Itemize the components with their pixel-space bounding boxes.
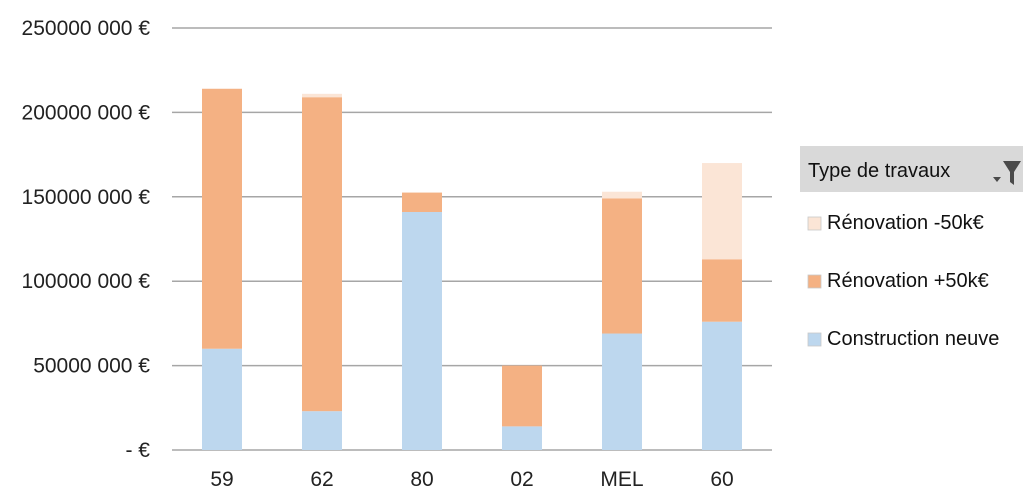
- legend-header-background: [800, 146, 1023, 192]
- bar-segment-series-1-60: [702, 259, 742, 322]
- x-tick-label: MEL: [600, 468, 643, 491]
- bar-segment-series-0-59: [202, 348, 242, 450]
- y-axis-ticks: - € 50000 000 € 100000 000 € 150000 000 € 20…: [22, 17, 151, 462]
- legend-item-label[interactable]: Rénovation -50k€: [827, 212, 984, 234]
- legend-swatch: [807, 216, 822, 231]
- legend-title: Type de travaux: [808, 160, 950, 182]
- x-axis-ticks: 59 62 80 02 MEL 60: [210, 468, 733, 491]
- legend-items: Rénovation -50k€ Rénovation +50k€ Construc…: [807, 212, 999, 350]
- x-tick-label: 80: [410, 468, 433, 491]
- y-tick-label: 250000 000 €: [22, 17, 151, 40]
- bar-segment-series-0-80: [402, 211, 442, 450]
- x-tick-label: 59: [210, 468, 233, 491]
- legend-item-label[interactable]: Construction neuve: [827, 328, 999, 350]
- bar-segment-series-2-60: [702, 163, 742, 260]
- bar-segment-series-1-62: [302, 97, 342, 412]
- bar-segment-series-1-02: [502, 365, 542, 427]
- y-tick-label: 50000 000 €: [33, 355, 150, 378]
- y-tick-label: 150000 000 €: [22, 186, 151, 209]
- y-tick-label: 200000 000 €: [22, 101, 151, 124]
- bar-segment-series-1-59: [202, 88, 242, 349]
- filter-icon[interactable]: [993, 161, 1021, 185]
- legend-item-label[interactable]: Rénovation +50k€: [827, 270, 989, 292]
- bar-segment-series-0-60: [702, 321, 742, 450]
- legend: Type de travaux Rénovation -50k€Rénovati…: [800, 146, 1023, 350]
- x-tick-label: 60: [710, 468, 733, 491]
- bar-segment-series-2-62: [302, 93, 342, 98]
- x-tick-label: 02: [510, 468, 533, 491]
- legend-swatch: [807, 332, 822, 347]
- x-tick-label: 62: [310, 468, 333, 491]
- y-tick-label: - €: [125, 439, 150, 462]
- bar-segment-series-1-80: [402, 192, 442, 212]
- bars: [202, 88, 742, 450]
- bar-segment-series-0-MEL: [602, 333, 642, 450]
- y-tick-label: 100000 000 €: [22, 270, 151, 293]
- gridlines: [172, 27, 772, 451]
- bar-segment-series-0-62: [302, 411, 342, 450]
- legend-swatch: [807, 274, 822, 289]
- bar-segment-series-0-02: [502, 426, 542, 450]
- bar-segment-series-2-MEL: [602, 191, 642, 199]
- bar-segment-series-1-MEL: [602, 198, 642, 334]
